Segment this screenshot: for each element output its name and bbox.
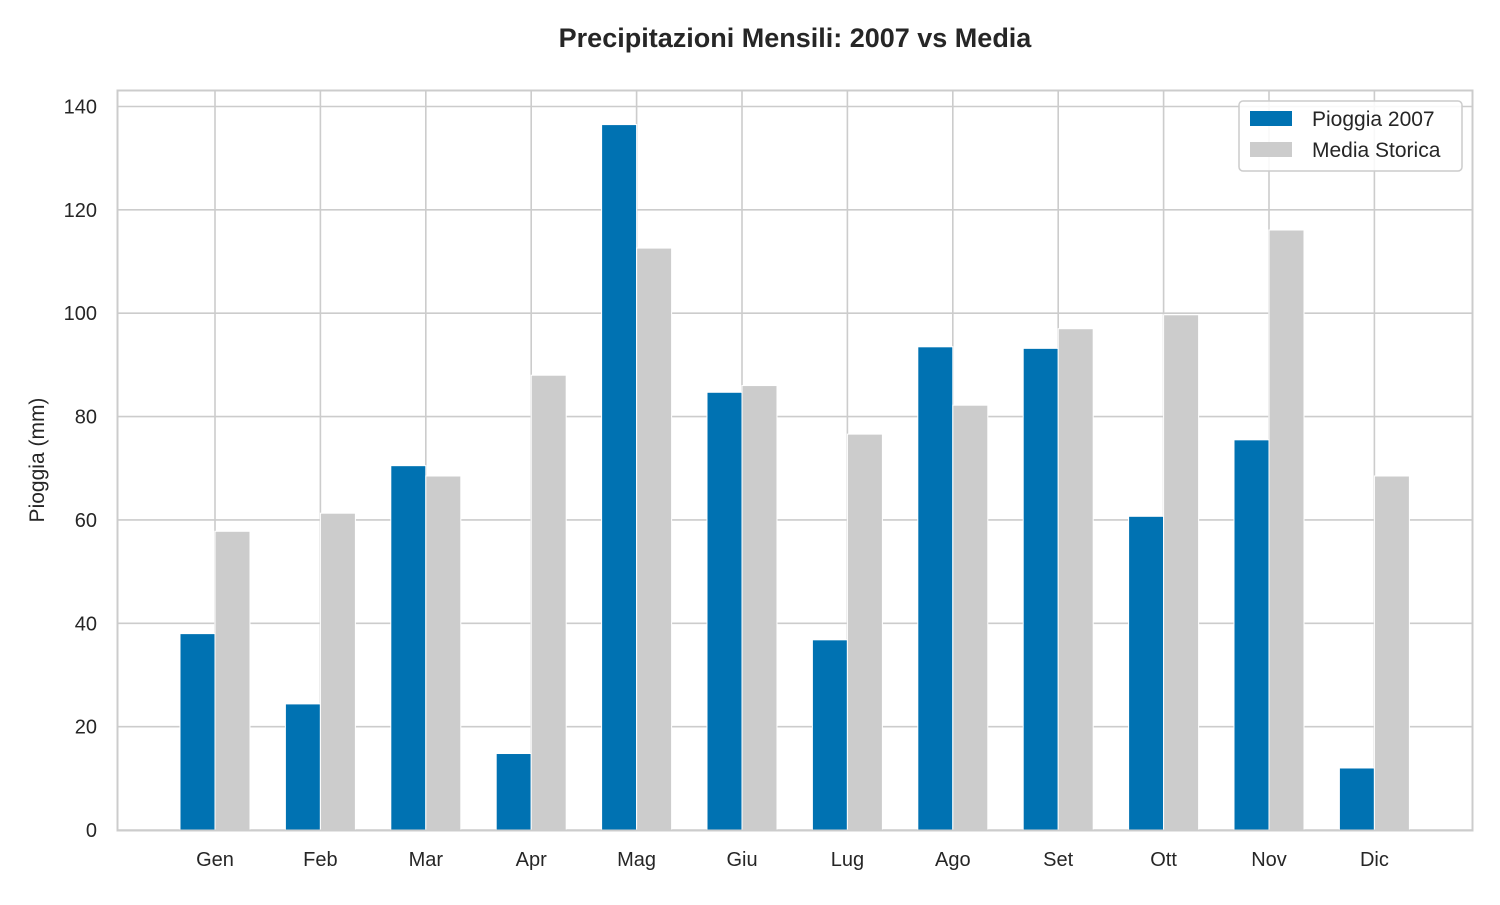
- bar-pioggia-2007-giu: [706, 391, 743, 831]
- bar-media-storica-feb: [319, 512, 356, 831]
- x-tick-label-ott: Ott: [1150, 849, 1177, 871]
- bar-pioggia-2007-apr: [495, 753, 532, 831]
- bar-media-storica-ago: [952, 404, 989, 831]
- y-tick-label: 40: [75, 613, 97, 635]
- x-tick-label-mag: Mag: [617, 849, 656, 871]
- plot-area-frame: [116, 89, 1474, 832]
- x-tick-label-lug: Lug: [831, 849, 864, 871]
- legend-swatch: [1250, 111, 1292, 126]
- y-axis-ticks: 0 20 40 60 80 100 120 140: [64, 97, 97, 842]
- bar-media-storica-giu: [741, 385, 778, 831]
- bar-media-storica-gen: [214, 530, 251, 831]
- x-tick-label-mar: Mar: [409, 849, 444, 871]
- x-tick-label-nov: Nov: [1251, 849, 1287, 871]
- bar-pioggia-2007-gen: [179, 633, 216, 831]
- y-tick-label: 120: [64, 200, 97, 222]
- y-tick-label: 60: [75, 510, 97, 532]
- x-tick-label-dic: Dic: [1360, 849, 1389, 871]
- bar-media-storica-apr: [530, 374, 567, 831]
- bar-pioggia-2007-feb: [284, 703, 321, 831]
- legend-swatch: [1250, 142, 1292, 157]
- x-tick-label-gen: Gen: [196, 849, 234, 871]
- bar-pioggia-2007-lug: [811, 639, 848, 831]
- bar-media-storica-set: [1057, 328, 1094, 831]
- bar-media-storica-mag: [636, 247, 673, 831]
- y-tick-label: 140: [64, 97, 97, 119]
- x-axis-ticks: Gen Feb Mar Apr Mag Giu Lug Ago Set Ott Nov Dic: [196, 849, 1389, 871]
- bar-pioggia-2007-set: [1022, 347, 1059, 831]
- x-tick-label-giu: Giu: [726, 849, 757, 871]
- y-tick-label: 80: [75, 407, 97, 429]
- bar-media-storica-dic: [1373, 475, 1410, 831]
- legend: Pioggia 2007 Media Storica: [1238, 100, 1463, 172]
- bar-pioggia-2007-dic: [1338, 767, 1375, 831]
- bar-media-storica-lug: [846, 433, 883, 831]
- legend-box: [1238, 100, 1463, 172]
- bar-pioggia-2007-ott: [1128, 515, 1165, 831]
- x-tick-label-apr: Apr: [516, 849, 547, 871]
- chart-title: Precipitazioni Mensili: 2007 vs Media: [559, 23, 1033, 53]
- x-tick-label-set: Set: [1043, 849, 1073, 871]
- y-tick-label: 20: [75, 717, 97, 739]
- y-axis-label: Pioggia (mm): [26, 398, 49, 523]
- x-tick-label-ago: Ago: [935, 849, 971, 871]
- bar-media-storica-nov: [1268, 229, 1305, 831]
- y-tick-label: 100: [64, 303, 97, 325]
- bar-pioggia-2007-ago: [917, 346, 954, 831]
- bar-pioggia-2007-mag: [601, 124, 638, 831]
- bar-media-storica-ott: [1163, 314, 1200, 831]
- bars-group: [179, 124, 1410, 831]
- legend-label: Media Storica: [1312, 139, 1441, 162]
- bar-pioggia-2007-nov: [1233, 439, 1270, 831]
- y-tick-label: 0: [86, 820, 97, 842]
- bar-pioggia-2007-mar: [390, 465, 427, 831]
- legend-label: Pioggia 2007: [1312, 108, 1435, 131]
- bar-media-storica-mar: [425, 475, 462, 831]
- x-tick-label-feb: Feb: [303, 849, 337, 871]
